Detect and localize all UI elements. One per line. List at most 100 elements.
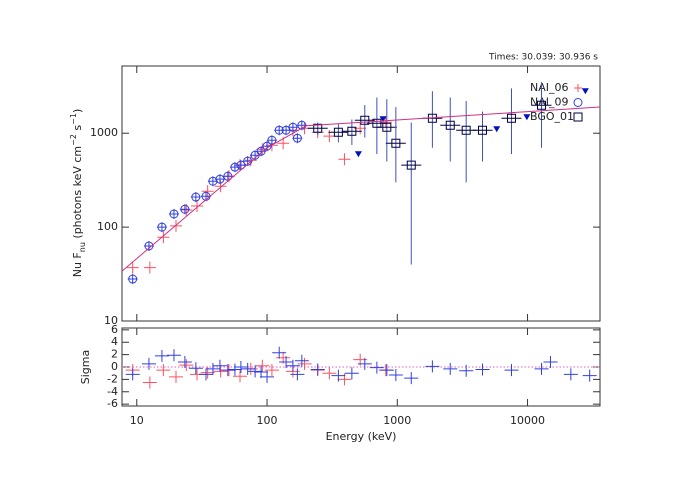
residual-point	[297, 357, 312, 370]
data-point	[292, 133, 303, 144]
y-tick-label: -6	[107, 397, 118, 410]
residual-point	[310, 363, 325, 376]
residual-point	[227, 363, 242, 376]
data-point	[169, 219, 182, 232]
data-point	[523, 114, 531, 121]
residual-point	[272, 346, 287, 359]
data-point	[287, 122, 298, 133]
y-tick-label: 0	[111, 360, 118, 373]
residual-point	[220, 364, 235, 377]
data-point	[143, 261, 156, 274]
x-axis-label: Energy (keV)	[326, 430, 397, 443]
label-part: s	[71, 125, 84, 134]
legend-label: NAI_06	[530, 81, 569, 94]
data-point	[501, 113, 522, 123]
residual-point	[125, 368, 140, 381]
y-tick-label: 10	[104, 314, 118, 327]
x-tick-label: 10000	[510, 414, 545, 427]
y-tick-label: 6	[111, 323, 118, 336]
residual-point	[475, 363, 490, 376]
data-point	[156, 222, 167, 233]
data-point	[385, 138, 406, 148]
residual-point	[212, 359, 227, 372]
y-axis-label: Nu Fnu (photons keV cm−2 s−1)	[69, 109, 87, 278]
residual-point	[290, 368, 305, 381]
data-point	[201, 185, 214, 198]
data-point	[440, 120, 461, 130]
residual-point	[156, 364, 171, 377]
residual-point	[232, 370, 247, 383]
residual-point	[154, 349, 169, 362]
y-tick-label: -4	[107, 385, 118, 398]
legend-label: BGO_01	[530, 110, 574, 123]
y-axis-label: Sigma	[79, 350, 92, 384]
residual-point	[188, 362, 203, 375]
data-point	[191, 199, 204, 212]
residual-point	[543, 356, 558, 369]
label-part: )	[71, 109, 84, 113]
y-tick-label: 100	[97, 220, 118, 233]
residual-point	[199, 368, 214, 381]
y-tick-label: -2	[107, 372, 118, 385]
data-point	[531, 100, 552, 110]
model-line	[121, 106, 601, 272]
data-point	[266, 135, 277, 146]
residual-point	[425, 360, 440, 373]
plot-frame	[121, 65, 601, 322]
residual-point	[459, 364, 474, 377]
residual-point	[357, 357, 372, 370]
data-point	[229, 162, 240, 173]
residual-point	[255, 359, 270, 372]
residual-point	[166, 349, 181, 362]
label-part: nu	[78, 242, 87, 252]
data-point	[179, 204, 190, 215]
data-point	[493, 126, 501, 133]
residual-point	[582, 369, 597, 382]
residual-point	[177, 356, 192, 369]
data-point	[341, 126, 362, 136]
x-tick-label: 100	[257, 414, 278, 427]
chart-title: Times: 30.039: 30.936 s	[488, 53, 598, 63]
data-point	[127, 274, 138, 285]
legend-marker	[573, 112, 583, 122]
residual-point	[344, 367, 359, 380]
data-point	[126, 261, 139, 274]
residual-point	[141, 357, 156, 370]
data-point	[143, 240, 154, 251]
x-tick-label: 10	[130, 414, 144, 427]
data-point	[472, 125, 493, 135]
data-point	[379, 116, 387, 123]
residual-point	[504, 364, 519, 377]
x-tick-label: 1000	[383, 414, 411, 427]
residual-point	[443, 362, 458, 375]
residual-point	[254, 365, 269, 378]
label-part: Nu F	[71, 252, 84, 277]
residual-point	[404, 372, 419, 385]
residual-point	[264, 364, 279, 377]
y-tick-label: 1000	[90, 126, 118, 139]
residual-point	[248, 365, 263, 378]
residual-point	[142, 376, 157, 389]
residual-point	[260, 370, 275, 383]
data-point	[354, 115, 375, 125]
residual-point	[168, 370, 183, 383]
y-tick-label: 4	[111, 335, 118, 348]
label-part: (photons keV cm	[71, 146, 84, 242]
residual-point	[233, 361, 248, 373]
data-point	[180, 204, 193, 217]
residual-point	[179, 359, 194, 372]
residual-point	[322, 367, 337, 380]
data-point	[354, 151, 362, 158]
data-point	[338, 153, 351, 166]
residual-point	[205, 362, 220, 375]
data-point	[190, 192, 201, 203]
data-point	[328, 127, 349, 137]
data-point	[168, 208, 179, 219]
data-point	[307, 123, 328, 133]
residual-point	[285, 359, 300, 372]
residual-point	[294, 354, 309, 367]
data-point	[401, 160, 422, 170]
residual-point	[534, 362, 549, 375]
residual-point	[213, 365, 228, 378]
